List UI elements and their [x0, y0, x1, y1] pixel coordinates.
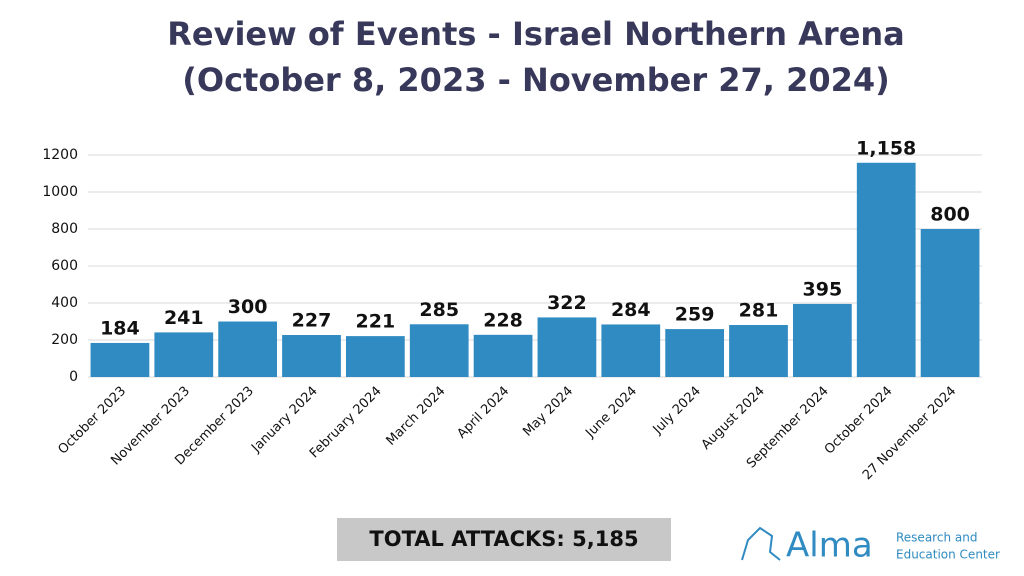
- y-tick-label: 600: [51, 258, 78, 274]
- bar: [856, 162, 916, 377]
- y-tick-label: 800: [51, 221, 78, 237]
- y-tick-label: 400: [51, 295, 78, 311]
- value-label: 241: [164, 307, 204, 329]
- logo-icon: [741, 526, 781, 561]
- bar: [218, 321, 278, 377]
- value-label: 800: [930, 204, 970, 226]
- value-label: 227: [292, 310, 332, 332]
- bar: [792, 303, 852, 377]
- x-tick-label: April 2024: [454, 384, 512, 442]
- total-label: TOTAL ATTACKS: 5,185: [369, 527, 638, 551]
- x-tick-label: July 2024: [650, 384, 704, 438]
- value-label: 322: [547, 292, 587, 314]
- y-tick-label: 200: [51, 332, 78, 348]
- value-label: 284: [611, 299, 651, 321]
- bar: [665, 329, 725, 377]
- value-label: 300: [228, 296, 268, 318]
- value-label: 259: [675, 304, 715, 326]
- y-tick-label: 0: [69, 369, 78, 385]
- value-label: 281: [739, 300, 779, 322]
- bar: [601, 324, 661, 377]
- x-tick-label: March 2024: [384, 384, 449, 449]
- total-box: [337, 518, 671, 561]
- logo-tagline: Education Center: [896, 548, 1000, 562]
- value-label: 1,158: [856, 137, 916, 159]
- logo-tagline: Research and: [896, 531, 977, 545]
- value-label: 228: [483, 309, 523, 331]
- chart-subtitle: (October 8, 2023 - November 27, 2024): [182, 61, 890, 99]
- value-label: 285: [419, 299, 459, 321]
- bar: [282, 335, 341, 377]
- x-tick-label: May 2024: [520, 384, 576, 440]
- value-label: 395: [803, 278, 843, 300]
- bar: [537, 317, 597, 377]
- y-tick-label: 1000: [42, 184, 78, 200]
- bar: [409, 324, 469, 377]
- y-tick-label: 1200: [42, 147, 78, 163]
- bar: [729, 325, 788, 377]
- x-tick-label: August 2024: [699, 384, 768, 453]
- value-label: 184: [100, 317, 140, 339]
- x-tick-label: October 2024: [822, 384, 896, 458]
- bar: [473, 334, 533, 377]
- bar: [345, 336, 405, 377]
- bar: [920, 229, 980, 377]
- x-tick-label: June 2024: [582, 384, 640, 442]
- bar: [154, 332, 214, 377]
- chart-title: Review of Events - Israel Northern Arena: [167, 15, 905, 53]
- x-tick-label: January 2024: [248, 384, 320, 456]
- x-tick-label: October 2023: [56, 384, 130, 458]
- value-label: 221: [356, 311, 396, 333]
- bar: [90, 342, 150, 377]
- logo-name: Alma: [786, 526, 873, 566]
